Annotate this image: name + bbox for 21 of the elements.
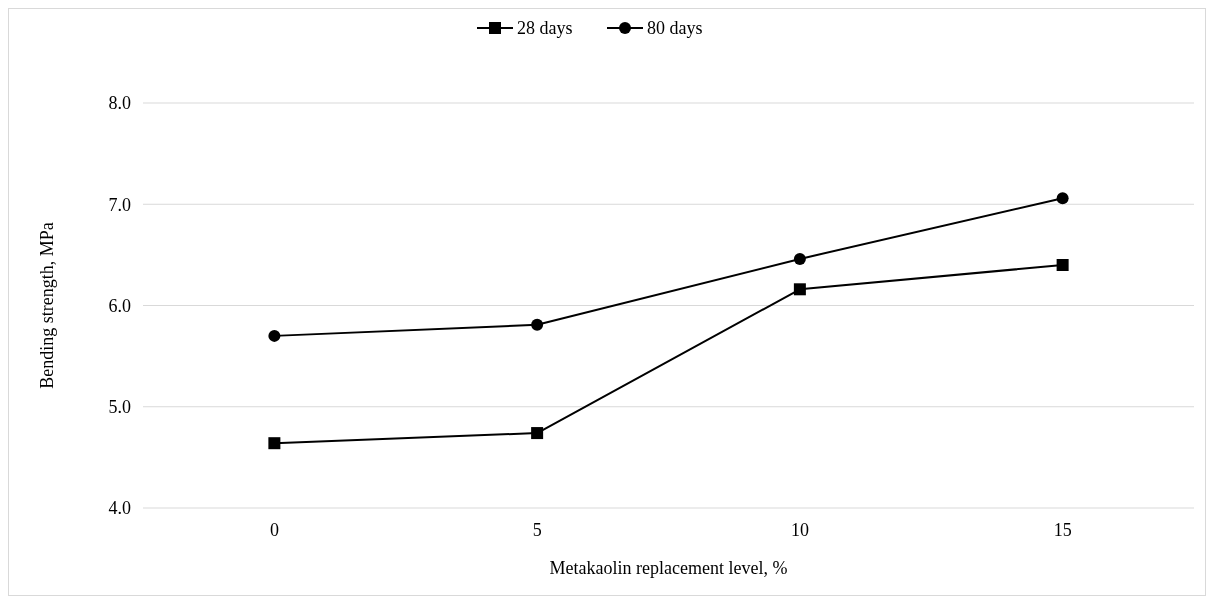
point	[793, 252, 806, 265]
point	[268, 437, 281, 450]
x-tick-label: 0	[269, 520, 279, 540]
x-tick-label: 15	[1053, 520, 1072, 540]
y-tick-label: 4.0	[108, 498, 131, 519]
x-tick-label: 5	[532, 520, 542, 540]
y-tick-label: 8.0	[108, 93, 131, 114]
point	[793, 283, 806, 296]
y-axis-title: Bending strength, MPa	[37, 222, 57, 389]
x-tick-label: 10	[790, 520, 809, 540]
x-axis-title: Metakaolin replacement level, %	[549, 558, 788, 578]
y-tick-label: 6.0	[108, 295, 131, 316]
point	[268, 329, 281, 342]
point	[531, 427, 544, 440]
y-tick-label: 5.0	[108, 397, 131, 418]
point	[531, 318, 544, 331]
y-tick-label: 7.0	[108, 194, 131, 215]
legend-label: 28 days	[517, 18, 573, 39]
legend-label: 80 days	[647, 18, 703, 39]
point	[1056, 259, 1069, 271]
point	[1056, 192, 1069, 205]
